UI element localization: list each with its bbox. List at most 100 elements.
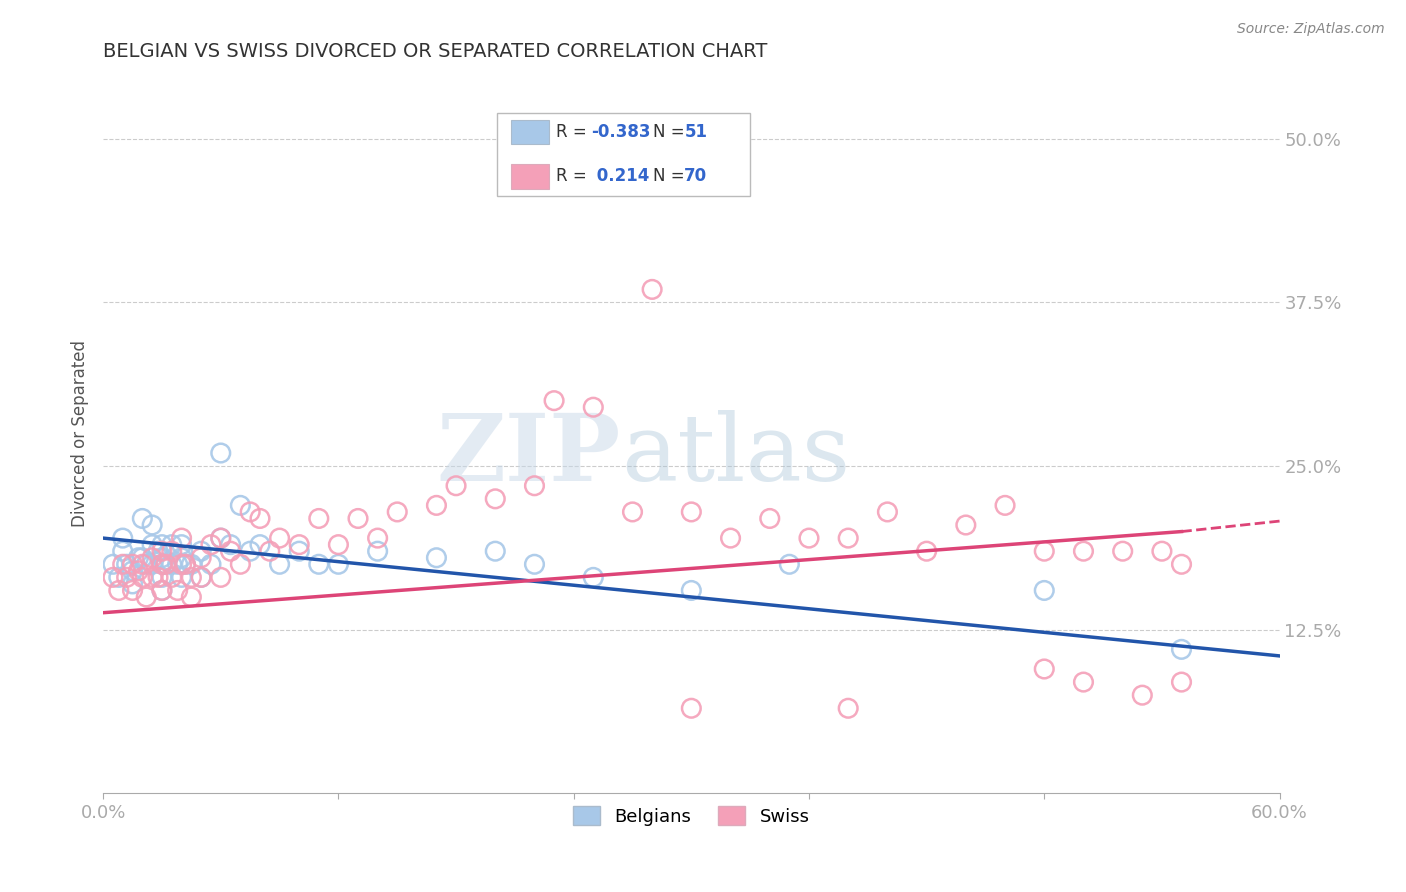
Text: 0.214: 0.214 bbox=[592, 168, 650, 186]
Point bbox=[150, 550, 173, 565]
Point bbox=[131, 558, 153, 572]
Point bbox=[170, 570, 193, 584]
Point bbox=[135, 558, 157, 572]
Point bbox=[121, 564, 143, 578]
Point bbox=[200, 538, 222, 552]
Point bbox=[1130, 688, 1153, 702]
Point bbox=[170, 538, 193, 552]
Point bbox=[229, 499, 252, 513]
Point bbox=[367, 531, 389, 545]
Point bbox=[523, 479, 546, 493]
Text: N =: N = bbox=[652, 123, 689, 141]
Point bbox=[101, 558, 124, 572]
Point bbox=[328, 538, 350, 552]
Point bbox=[778, 558, 800, 572]
Point bbox=[1170, 642, 1192, 657]
Point bbox=[121, 558, 143, 572]
Text: 70: 70 bbox=[685, 168, 707, 186]
Point bbox=[308, 511, 330, 525]
Point bbox=[180, 558, 202, 572]
Point bbox=[621, 505, 644, 519]
Point bbox=[101, 570, 124, 584]
Point bbox=[249, 538, 271, 552]
Text: 51: 51 bbox=[685, 123, 707, 141]
Point bbox=[121, 583, 143, 598]
Point bbox=[115, 570, 138, 584]
Point bbox=[955, 518, 977, 533]
Point bbox=[1170, 558, 1192, 572]
Point bbox=[127, 564, 149, 578]
Point bbox=[200, 558, 222, 572]
Point bbox=[288, 538, 311, 552]
Point bbox=[115, 558, 138, 572]
Point bbox=[425, 550, 447, 565]
Point bbox=[135, 590, 157, 604]
Point bbox=[121, 577, 143, 591]
Point bbox=[720, 531, 742, 545]
Point bbox=[1073, 544, 1095, 558]
Point bbox=[160, 570, 183, 584]
Point bbox=[209, 531, 232, 545]
Point bbox=[347, 511, 370, 525]
Point bbox=[484, 544, 506, 558]
Point bbox=[328, 558, 350, 572]
Point bbox=[141, 550, 163, 565]
Point bbox=[387, 505, 409, 519]
Point bbox=[582, 401, 605, 415]
Point bbox=[1170, 675, 1192, 690]
Point bbox=[146, 570, 169, 584]
FancyBboxPatch shape bbox=[498, 113, 751, 196]
Text: N =: N = bbox=[652, 168, 689, 186]
Point bbox=[209, 446, 232, 460]
Point bbox=[681, 701, 703, 715]
Point bbox=[523, 558, 546, 572]
Point bbox=[209, 570, 232, 584]
Point bbox=[166, 583, 188, 598]
Legend: Belgians, Swiss: Belgians, Swiss bbox=[564, 797, 818, 835]
Point bbox=[269, 531, 291, 545]
Point bbox=[249, 511, 271, 525]
Point bbox=[141, 538, 163, 552]
Point bbox=[170, 550, 193, 565]
Point bbox=[1150, 544, 1173, 558]
Point bbox=[170, 531, 193, 545]
Point bbox=[160, 544, 183, 558]
Point bbox=[229, 558, 252, 572]
Point bbox=[1033, 544, 1056, 558]
Point bbox=[141, 518, 163, 533]
Point bbox=[108, 570, 131, 584]
Point bbox=[155, 558, 177, 572]
Point bbox=[641, 282, 664, 296]
Point bbox=[758, 511, 780, 525]
Point bbox=[190, 570, 212, 584]
Point bbox=[837, 531, 859, 545]
Point bbox=[146, 544, 169, 558]
Point bbox=[131, 550, 153, 565]
Point bbox=[994, 499, 1017, 513]
Point bbox=[1033, 583, 1056, 598]
Point bbox=[484, 491, 506, 506]
Point bbox=[367, 544, 389, 558]
Point bbox=[209, 531, 232, 545]
Point bbox=[425, 499, 447, 513]
Point bbox=[150, 544, 173, 558]
Point bbox=[141, 558, 163, 572]
Point bbox=[150, 558, 173, 572]
Point bbox=[837, 701, 859, 715]
Y-axis label: Divorced or Separated: Divorced or Separated bbox=[72, 340, 89, 527]
Point bbox=[190, 544, 212, 558]
Point bbox=[111, 544, 134, 558]
Point bbox=[127, 550, 149, 565]
Text: -0.383: -0.383 bbox=[592, 123, 651, 141]
Point bbox=[141, 570, 163, 584]
Text: BELGIAN VS SWISS DIVORCED OR SEPARATED CORRELATION CHART: BELGIAN VS SWISS DIVORCED OR SEPARATED C… bbox=[103, 42, 768, 61]
Point bbox=[190, 550, 212, 565]
Point bbox=[180, 570, 202, 584]
Point bbox=[1112, 544, 1135, 558]
Point bbox=[444, 479, 467, 493]
Point bbox=[150, 570, 173, 584]
Point bbox=[108, 583, 131, 598]
Point bbox=[681, 505, 703, 519]
Point bbox=[174, 558, 197, 572]
Point bbox=[150, 558, 173, 572]
